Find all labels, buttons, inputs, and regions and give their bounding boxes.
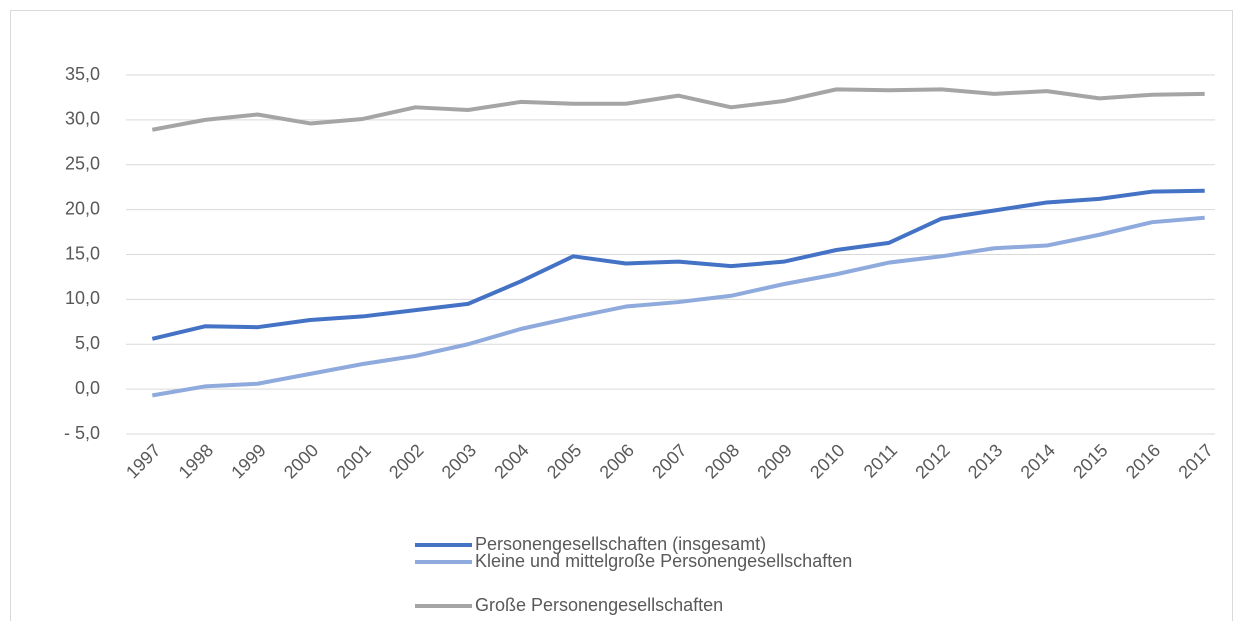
x-tick-label: 2017 [1174, 440, 1216, 482]
x-tick-label: 2010 [806, 440, 848, 482]
x-tick-label: 2015 [1069, 440, 1111, 482]
chart-border [10, 10, 1233, 621]
y-tick-label: - 5,0 [64, 423, 100, 443]
x-tick-label: 2008 [701, 440, 743, 482]
legend-label: Große Personengesellschaften [475, 595, 723, 615]
series-line [151, 87, 1205, 132]
y-tick-label: 15,0 [65, 243, 100, 263]
y-tick-label: 35,0 [65, 64, 100, 84]
legend-label: Kleine und mittelgroße Personengesellsch… [475, 551, 852, 571]
legend-label: Personengesellschaften (insgesamt) [475, 534, 766, 554]
x-tick-label: 2006 [596, 440, 638, 482]
x-tick-label: 2005 [543, 440, 585, 482]
x-tick-label: 1998 [175, 440, 217, 482]
x-tick-label: 2002 [385, 440, 427, 482]
x-tick-label: 2003 [438, 440, 480, 482]
series-line [151, 188, 1205, 341]
x-tick-label: 2012 [911, 440, 953, 482]
y-tick-label: 5,0 [75, 333, 100, 353]
x-tick-label: 2004 [490, 440, 532, 482]
x-tick-label: 2011 [860, 440, 902, 482]
x-tick-label: 2016 [1122, 440, 1164, 482]
x-tick-label: 2014 [1017, 440, 1059, 482]
x-tick-label: 2007 [648, 440, 690, 482]
x-tick-label: 2009 [753, 440, 795, 482]
x-tick-label: 2000 [280, 440, 322, 482]
y-tick-label: 30,0 [65, 109, 100, 129]
x-tick-label: 1999 [227, 440, 269, 482]
y-tick-label: 25,0 [65, 154, 100, 174]
x-tick-label: 1997 [122, 440, 164, 482]
x-tick-label: 2001 [333, 440, 375, 482]
series-line [151, 215, 1205, 398]
y-tick-label: 10,0 [65, 288, 100, 308]
y-tick-label: 0,0 [75, 378, 100, 398]
y-tick-label: 20,0 [65, 198, 100, 218]
x-tick-label: 2013 [964, 440, 1006, 482]
